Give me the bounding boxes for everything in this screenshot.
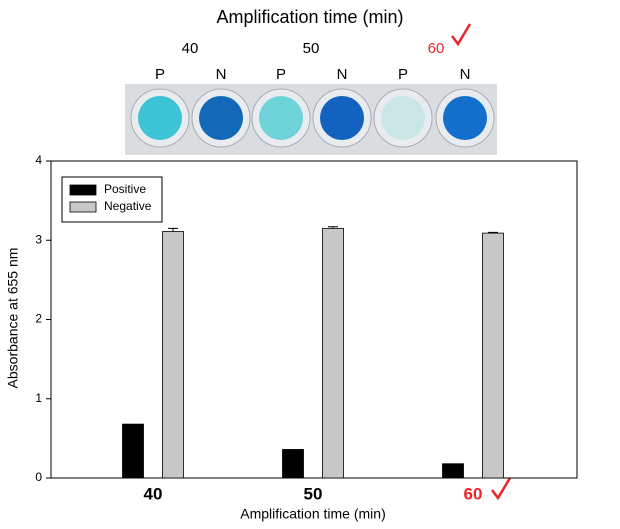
bar xyxy=(322,227,344,479)
error-bar xyxy=(488,231,498,234)
time-label: 40 xyxy=(182,40,199,57)
checkmark xyxy=(491,477,512,501)
y-tick-label: 1 xyxy=(35,391,42,405)
x-tick-label: 60 xyxy=(464,484,483,503)
error-bar xyxy=(168,227,178,232)
bar xyxy=(442,463,464,479)
bar xyxy=(122,423,144,479)
well-photo xyxy=(125,84,497,155)
well-label: N xyxy=(216,66,227,83)
checkmark xyxy=(451,23,472,47)
x-tick-label: 40 xyxy=(144,484,163,503)
error-bar xyxy=(328,226,338,229)
well xyxy=(320,96,364,140)
time-label: 60 xyxy=(428,40,445,57)
well xyxy=(138,96,182,140)
y-tick-label: 2 xyxy=(35,312,42,326)
legend-swatch xyxy=(69,184,97,196)
y-tick-label: 0 xyxy=(35,470,42,484)
legend-label: Positive xyxy=(104,182,146,196)
well-label: P xyxy=(398,66,408,83)
bar xyxy=(482,232,504,479)
legend-swatch xyxy=(69,201,97,213)
well xyxy=(199,96,243,140)
legend-label: Negative xyxy=(104,199,152,213)
well-label: P xyxy=(276,66,286,83)
well-label: N xyxy=(460,66,471,83)
y-tick-label: 3 xyxy=(35,232,42,246)
time-label: 50 xyxy=(303,40,320,57)
x-axis-label: Amplification time (min) xyxy=(240,506,385,522)
x-tick-label: 50 xyxy=(304,484,323,503)
y-axis-label: Absorbance at 655 nm xyxy=(5,248,21,389)
well xyxy=(443,96,487,140)
well-label: N xyxy=(337,66,348,83)
bar xyxy=(162,231,184,479)
bar xyxy=(282,449,304,479)
y-tick-label: 4 xyxy=(35,153,42,167)
photo-title: Amplification time (min) xyxy=(216,7,403,27)
well xyxy=(381,96,425,140)
legend xyxy=(61,176,163,223)
well-label: P xyxy=(155,66,165,83)
well xyxy=(259,96,303,140)
